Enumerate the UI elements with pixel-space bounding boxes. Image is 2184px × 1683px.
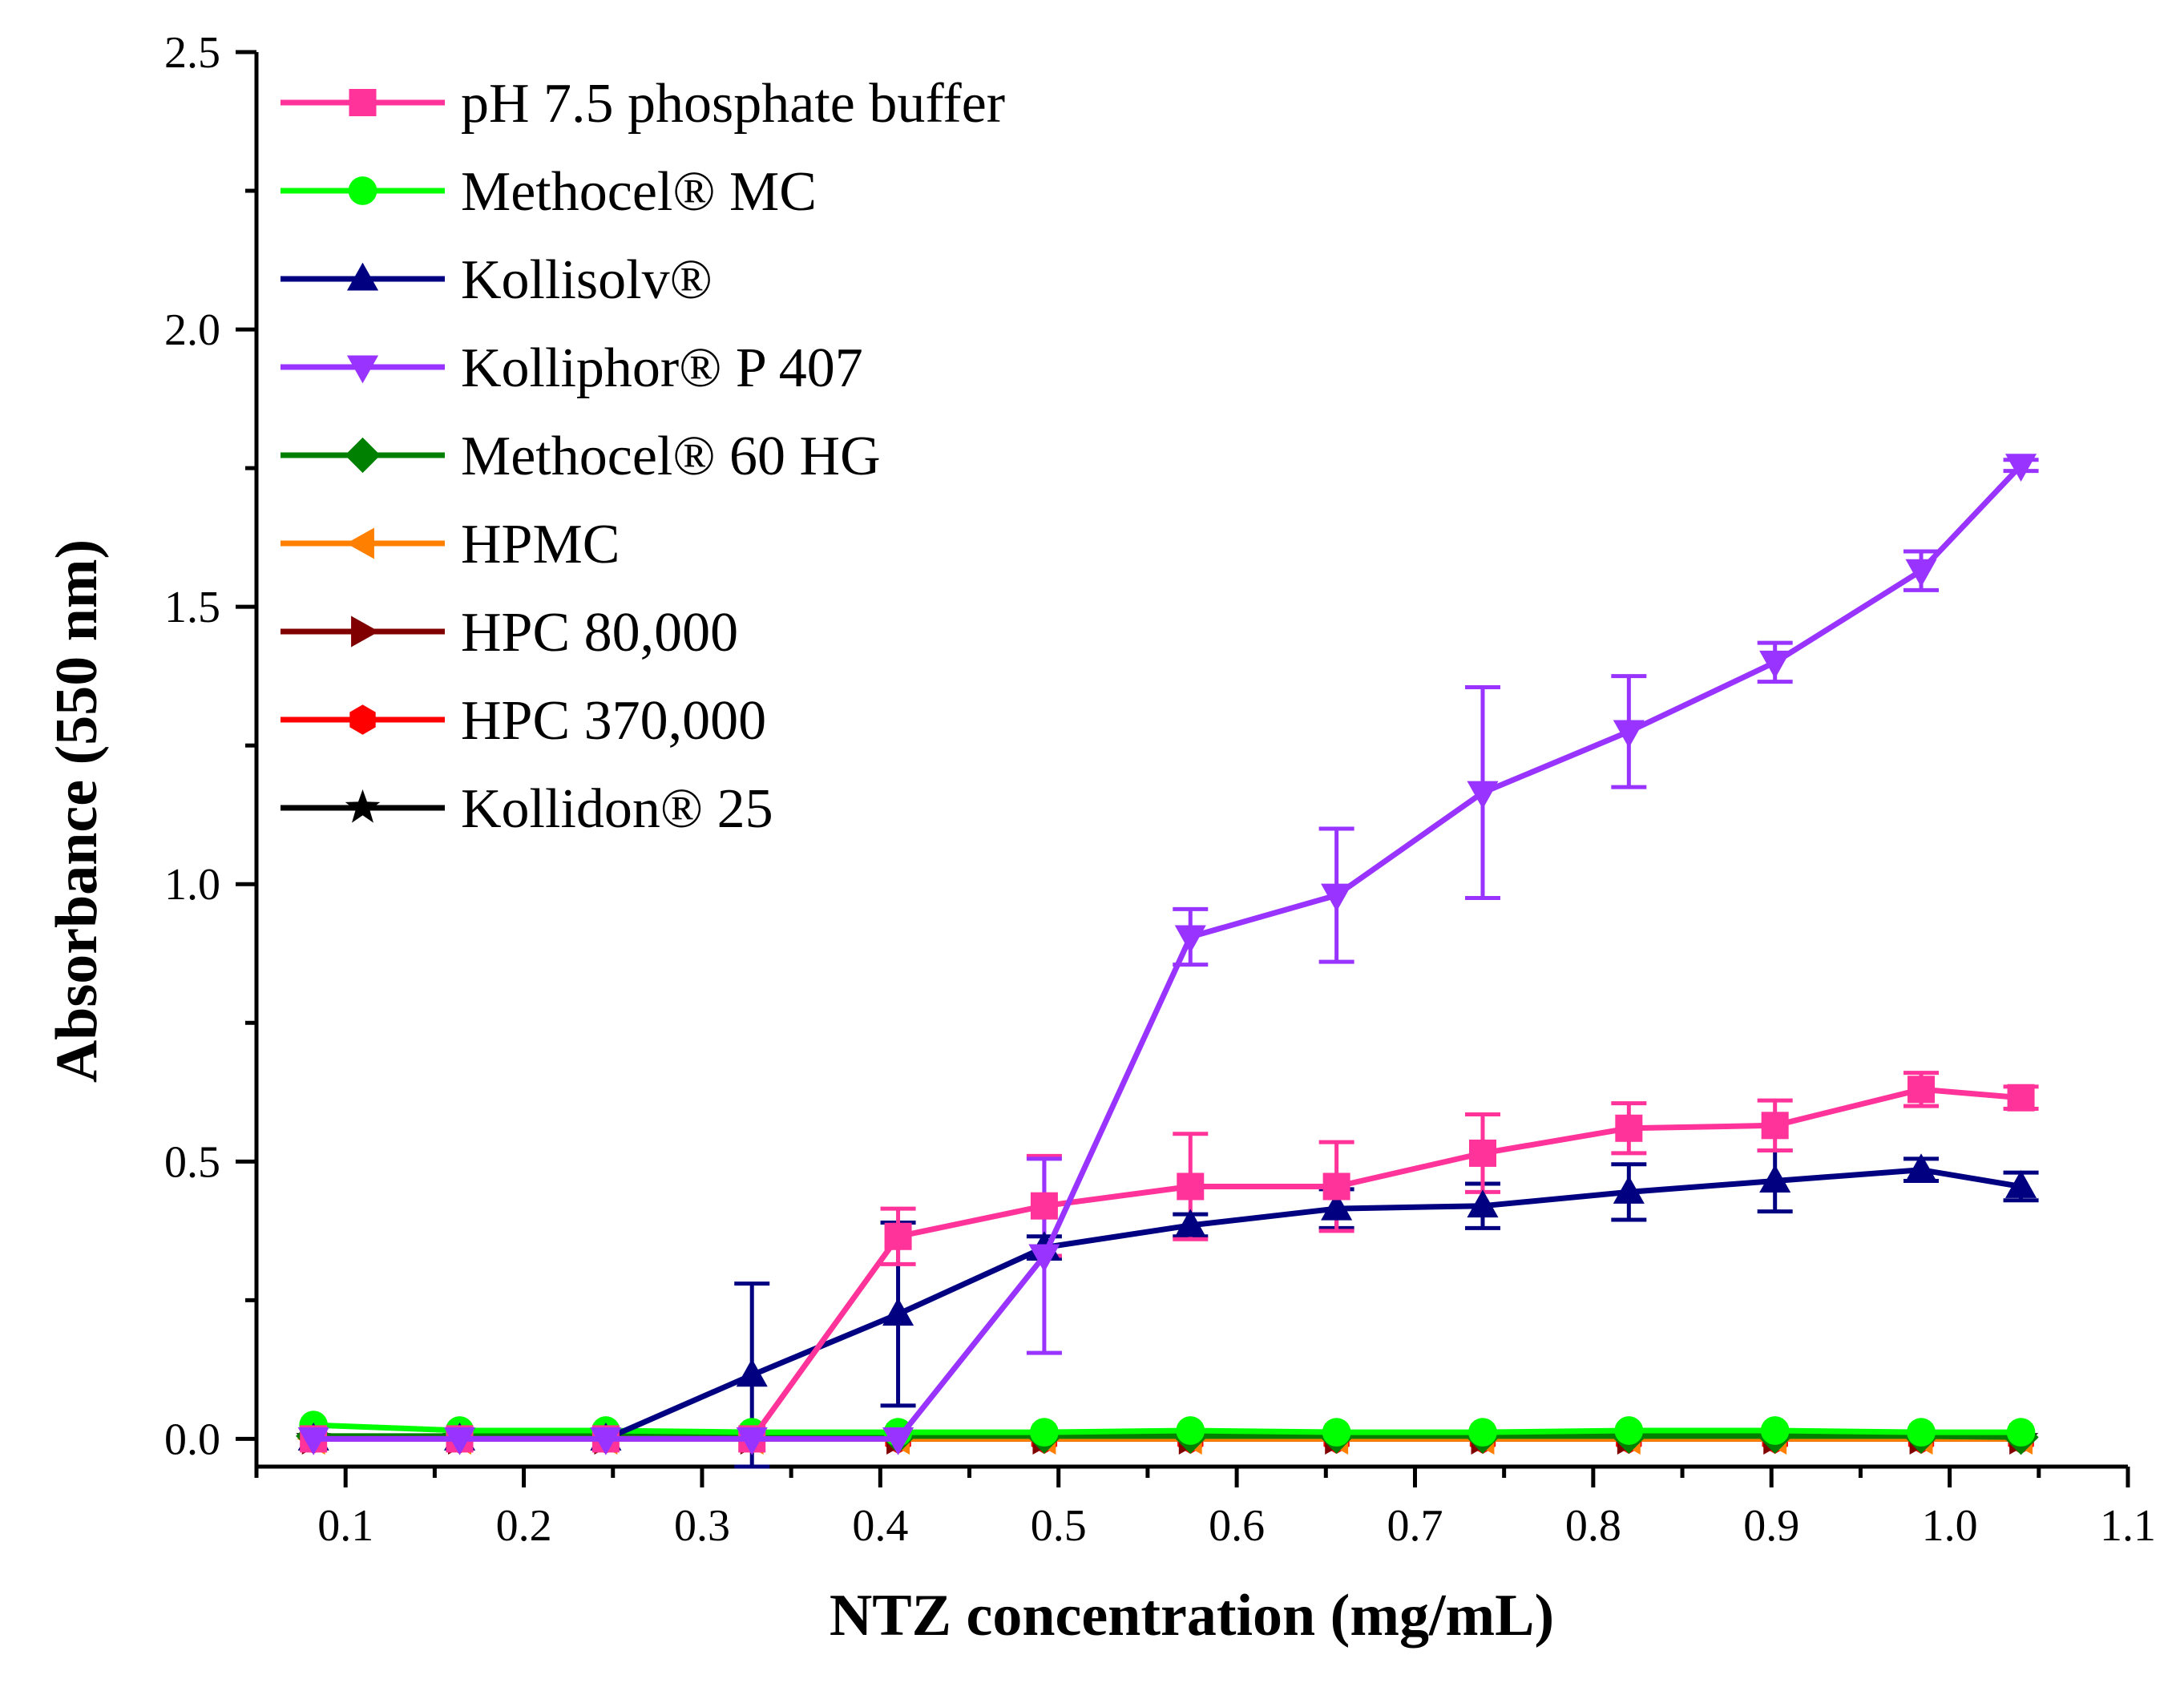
- legend-marker: [345, 789, 381, 823]
- series-1: [299, 1411, 2036, 1447]
- legend-item: Kollisolv®: [281, 249, 713, 311]
- y-tick-label: 1.0: [164, 860, 220, 910]
- x-tick-label: 0.2: [496, 1501, 552, 1551]
- legend-item: HPC 80,000: [281, 602, 738, 664]
- data-point: [1177, 1172, 1205, 1201]
- data-point: [1322, 1172, 1350, 1201]
- data-point: [2005, 454, 2037, 482]
- data-point: [1468, 1418, 1497, 1447]
- legend-label: pH 7.5 phosphate buffer: [461, 73, 1005, 135]
- data-point: [884, 1222, 912, 1250]
- data-point: [1905, 1153, 1937, 1182]
- x-tick-label: 0.3: [674, 1501, 730, 1551]
- y-tick-label: 2.5: [164, 28, 220, 78]
- legend-label: HPMC: [461, 514, 620, 575]
- legend-label: HPC 80,000: [461, 602, 738, 664]
- legend-item: Methocel® 60 HG: [281, 426, 881, 487]
- data-point: [1907, 1418, 1936, 1447]
- legend-label: Methocel® 60 HG: [461, 426, 881, 487]
- data-point: [1321, 883, 1353, 912]
- x-tick-label: 1.0: [1922, 1501, 1978, 1551]
- series-line: [313, 1086, 2021, 1442]
- data-point: [1615, 1114, 1643, 1142]
- legend-label: HPC 370,000: [461, 690, 766, 752]
- data-point: [1174, 1209, 1206, 1237]
- legend-item: HPC 370,000: [281, 690, 766, 752]
- data-point: [736, 1427, 768, 1455]
- legend-item: HPMC: [281, 514, 620, 575]
- data-point: [2007, 1084, 2035, 1112]
- series-0: [300, 1076, 2035, 1453]
- x-tick-label: 0.4: [852, 1501, 908, 1551]
- data-point: [1176, 1416, 1205, 1445]
- x-axis-title: NTZ concentration (mg/mL): [830, 1583, 1554, 1649]
- data-series: [296, 454, 2039, 1455]
- legend-item: Kollidon® 25: [281, 778, 773, 840]
- legend-marker: [346, 262, 379, 291]
- legend-marker: [346, 355, 379, 384]
- legend-item: Methocel® MC: [281, 161, 817, 223]
- y-axis-title: Absorbance (550 nm): [44, 539, 110, 1083]
- legend-label: Kolliphor® P 407: [461, 337, 863, 399]
- data-point: [2005, 1170, 2037, 1198]
- data-point: [1905, 559, 1937, 587]
- data-point: [1467, 781, 1499, 809]
- x-tick-label: 0.7: [1387, 1501, 1443, 1551]
- data-point: [736, 1358, 768, 1387]
- series-3: [297, 454, 2037, 1455]
- legend-label: Kollisolv®: [461, 249, 713, 311]
- data-point: [1321, 1192, 1353, 1221]
- y-tick-label: 1.5: [164, 583, 220, 632]
- legend-marker: [351, 615, 379, 648]
- legend-marker: [349, 704, 376, 735]
- y-tick-label: 0.5: [164, 1137, 220, 1187]
- data-point: [1174, 925, 1206, 954]
- data-point: [1468, 1139, 1496, 1167]
- data-point: [1030, 1418, 1059, 1447]
- legend-marker: [346, 527, 374, 559]
- data-point: [297, 1427, 329, 1455]
- legend-marker: [345, 437, 381, 474]
- x-tick-label: 0.9: [1743, 1501, 1799, 1551]
- legend-marker: [348, 176, 377, 205]
- legend: pH 7.5 phosphate buffer Methocel® MC Kolli…: [281, 73, 1005, 840]
- data-point: [882, 1298, 914, 1326]
- data-point: [1030, 1192, 1058, 1220]
- x-tick-label: 0.8: [1565, 1501, 1621, 1551]
- data-point: [2006, 1418, 2036, 1447]
- data-point: [1759, 650, 1791, 679]
- data-point: [1907, 1076, 1936, 1104]
- data-point: [1613, 1175, 1645, 1204]
- data-point: [443, 1427, 476, 1455]
- x-tick-label: 0.6: [1209, 1501, 1265, 1551]
- legend-label: Kollidon® 25: [461, 778, 773, 840]
- y-tick-label: 0.0: [164, 1415, 220, 1464]
- legend-label: Methocel® MC: [461, 161, 817, 223]
- legend-item: Kolliphor® P 407: [281, 337, 863, 399]
- data-point: [1759, 1164, 1791, 1193]
- legend-item: pH 7.5 phosphate buffer: [281, 73, 1005, 135]
- data-point: [1467, 1189, 1499, 1218]
- data-point: [590, 1427, 622, 1455]
- data-point: [1322, 1418, 1351, 1447]
- data-point: [1614, 1416, 1644, 1445]
- x-tick-label: 1.1: [2100, 1501, 2156, 1551]
- data-point: [1761, 1112, 1789, 1140]
- axes: 0.1 0.2 0.3 0.4 0.5 0.6 0.7 0.8 0.9 1.0 1.1 0.0 0.5 1…: [164, 28, 2156, 1551]
- error-bars: [734, 458, 2039, 1469]
- data-point: [882, 1427, 914, 1455]
- data-point: [1028, 1244, 1060, 1273]
- y-tick-label: 2.0: [164, 305, 220, 355]
- data-point: [1613, 720, 1645, 749]
- x-tick-label: 0.1: [317, 1501, 373, 1551]
- legend-marker: [349, 89, 377, 116]
- data-point: [1760, 1416, 1790, 1445]
- x-tick-label: 0.5: [1031, 1501, 1087, 1551]
